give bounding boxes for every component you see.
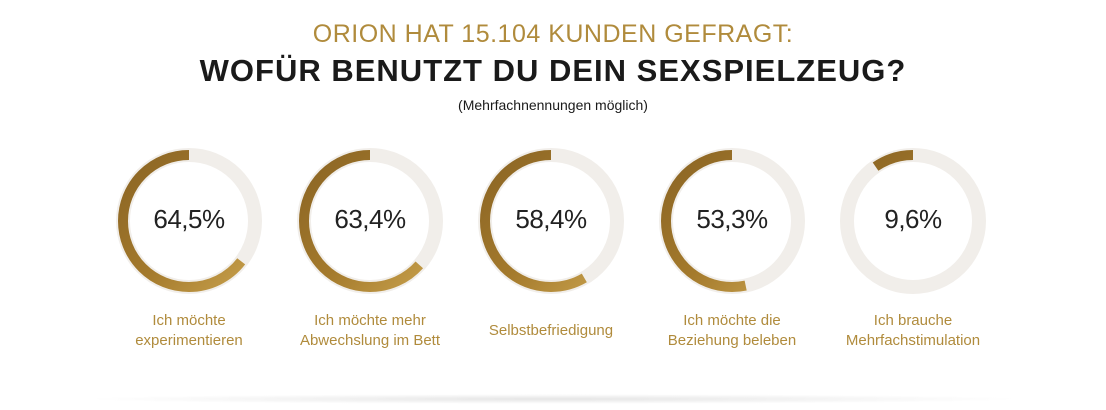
donut-value-arc xyxy=(842,150,984,292)
bottom-shadow xyxy=(80,394,1026,404)
donut-value-label: 53,3% xyxy=(696,204,768,234)
donut-1 xyxy=(116,148,262,294)
donut-category-label: Selbstbefriedigung xyxy=(456,321,646,341)
donut-value-arc xyxy=(480,150,622,292)
donut-category-label-line: Mehrfachstimulation xyxy=(845,332,981,349)
donut-4 xyxy=(659,148,805,294)
donut-category-label: Ich brauche Mehrfachstimulation xyxy=(818,311,1008,351)
donut-value-label: 63,4% xyxy=(334,204,406,234)
donut-category-label-line: Beziehung beleben xyxy=(667,332,797,349)
donut-value-arc xyxy=(661,150,803,292)
donut-category-label-line: Ich möchte xyxy=(152,312,226,329)
donut-category-label-line: Ich brauche xyxy=(873,312,953,329)
donut-5 xyxy=(840,148,986,294)
donut-category-label: Ich möchte mehr Abwechslung im Bett xyxy=(275,311,465,351)
donut-3 xyxy=(478,148,624,294)
multiple-answers-note: (Mehrfachnennungen möglich) xyxy=(458,97,648,113)
survey-kicker: ORION HAT 15.104 KUNDEN GEFRAGT: xyxy=(312,20,794,48)
donut-value-arc xyxy=(118,150,260,292)
donut-value-label: 64,5% xyxy=(153,204,225,234)
donut-category-label-line: Ich möchte mehr xyxy=(314,312,426,329)
donut-value-label: 9,6% xyxy=(884,204,942,234)
donut-value-arc xyxy=(299,150,441,292)
donut-category-label-line: experimentieren xyxy=(135,332,243,349)
donut-category-label-line: Ich möchte die xyxy=(683,312,781,329)
donut-category-label: Ich möchte die Beziehung beleben xyxy=(637,311,827,351)
donut-category-label: Ich möchte experimentieren xyxy=(94,311,284,351)
donut-category-label-line: Abwechslung im Bett xyxy=(299,332,441,349)
donut-value-label: 58,4% xyxy=(515,204,587,234)
donut-2 xyxy=(297,148,443,294)
donut-category-label-line: Selbstbefriedigung xyxy=(488,322,614,339)
page-title: WOFÜR BENUTZT DU DEIN SEXSPIELZEUG? xyxy=(199,53,907,88)
